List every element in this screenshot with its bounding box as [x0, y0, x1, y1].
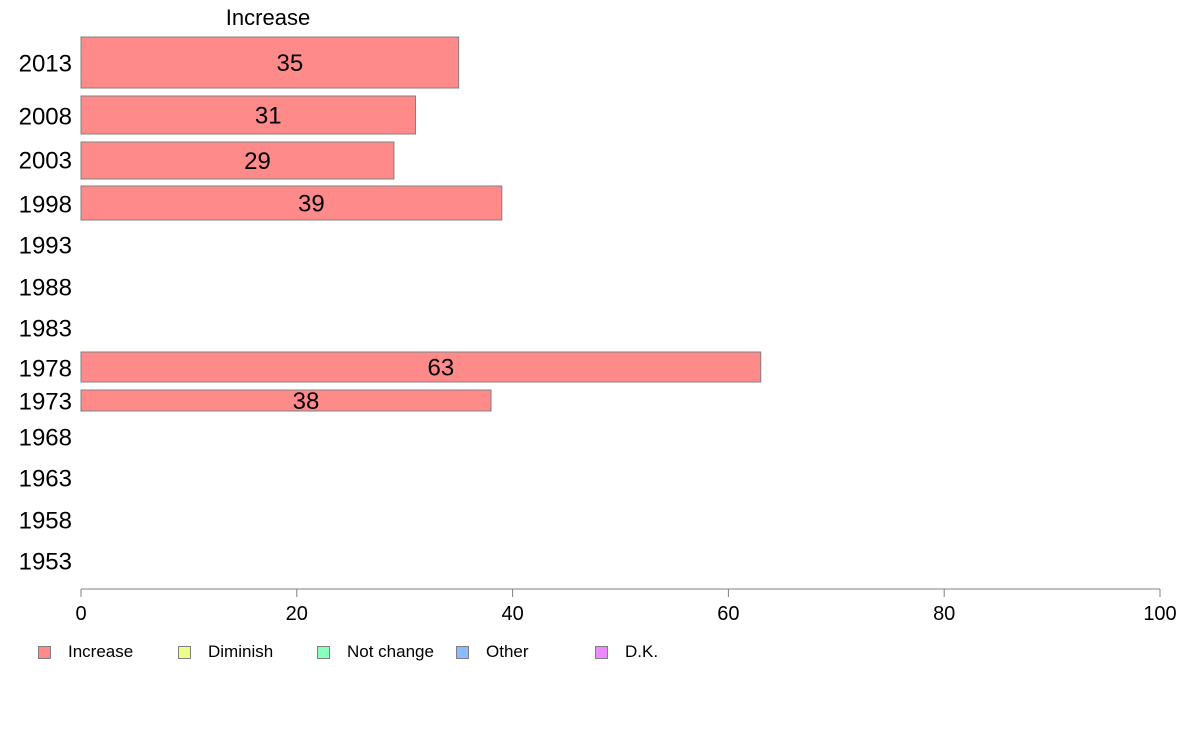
- category-label: 1988: [19, 275, 72, 302]
- category-label: 1953: [19, 549, 72, 576]
- category-label: 2013: [19, 51, 72, 78]
- bars-group: [80, 36, 762, 412]
- legend-item: Other: [456, 641, 529, 663]
- category-label: 1968: [19, 425, 72, 452]
- bar: [80, 36, 460, 89]
- category-label: 1978: [19, 356, 72, 383]
- category-label: 2008: [19, 104, 72, 131]
- bar: [80, 351, 762, 383]
- data-label: 35: [276, 50, 303, 77]
- x-tick-label: 40: [501, 603, 523, 625]
- category-label: 2003: [19, 148, 72, 175]
- x-tick-label: 20: [286, 603, 308, 625]
- legend-item: D.K.: [595, 641, 658, 663]
- category-label: 1958: [19, 508, 72, 535]
- legend-swatch: [178, 645, 191, 659]
- data-label: 31: [255, 103, 282, 130]
- x-tick-label: 0: [75, 603, 86, 625]
- data-labels: 35 31 29 39 63 38: [244, 50, 454, 415]
- legend-label: Diminish: [208, 642, 274, 661]
- legend-label: Increase: [68, 642, 134, 661]
- x-tick-label: 80: [933, 603, 955, 625]
- category-label: 1983: [19, 316, 72, 343]
- bar: [80, 389, 492, 412]
- legend-item: Diminish: [178, 641, 273, 663]
- bar: [80, 95, 416, 135]
- legend-swatch: [38, 645, 51, 659]
- legend-label: D.K.: [625, 642, 659, 661]
- category-label: 1993: [19, 233, 72, 260]
- category-labels: 2013 2008 2003 1998 1993 1988 1983 1978 1973 1968…: [19, 51, 72, 576]
- category-label: 1963: [19, 466, 72, 493]
- data-label: 29: [244, 148, 271, 175]
- legend-label: Not change: [347, 642, 434, 661]
- bar: [80, 185, 503, 221]
- series-title: Increase: [226, 5, 310, 30]
- legend-swatch: [456, 645, 469, 659]
- legend-item: Increase: [38, 641, 133, 663]
- data-label: 63: [428, 355, 455, 382]
- data-label: 38: [293, 388, 320, 415]
- legend-swatch: [317, 645, 330, 659]
- category-label: 1998: [19, 192, 72, 219]
- legend-swatch: [595, 645, 608, 659]
- legend-label: Other: [486, 642, 529, 661]
- category-label: 1973: [19, 389, 72, 416]
- x-axis-ticks: 0 20 40 60 80 100: [75, 589, 1177, 625]
- legend-item: Not change: [317, 641, 434, 663]
- legend: Increase Diminish Not change Other D.K.: [38, 641, 738, 663]
- x-tick-label: 60: [717, 603, 739, 625]
- data-label: 39: [298, 191, 325, 218]
- bar: [80, 141, 395, 180]
- x-tick-label: 100: [1143, 603, 1176, 625]
